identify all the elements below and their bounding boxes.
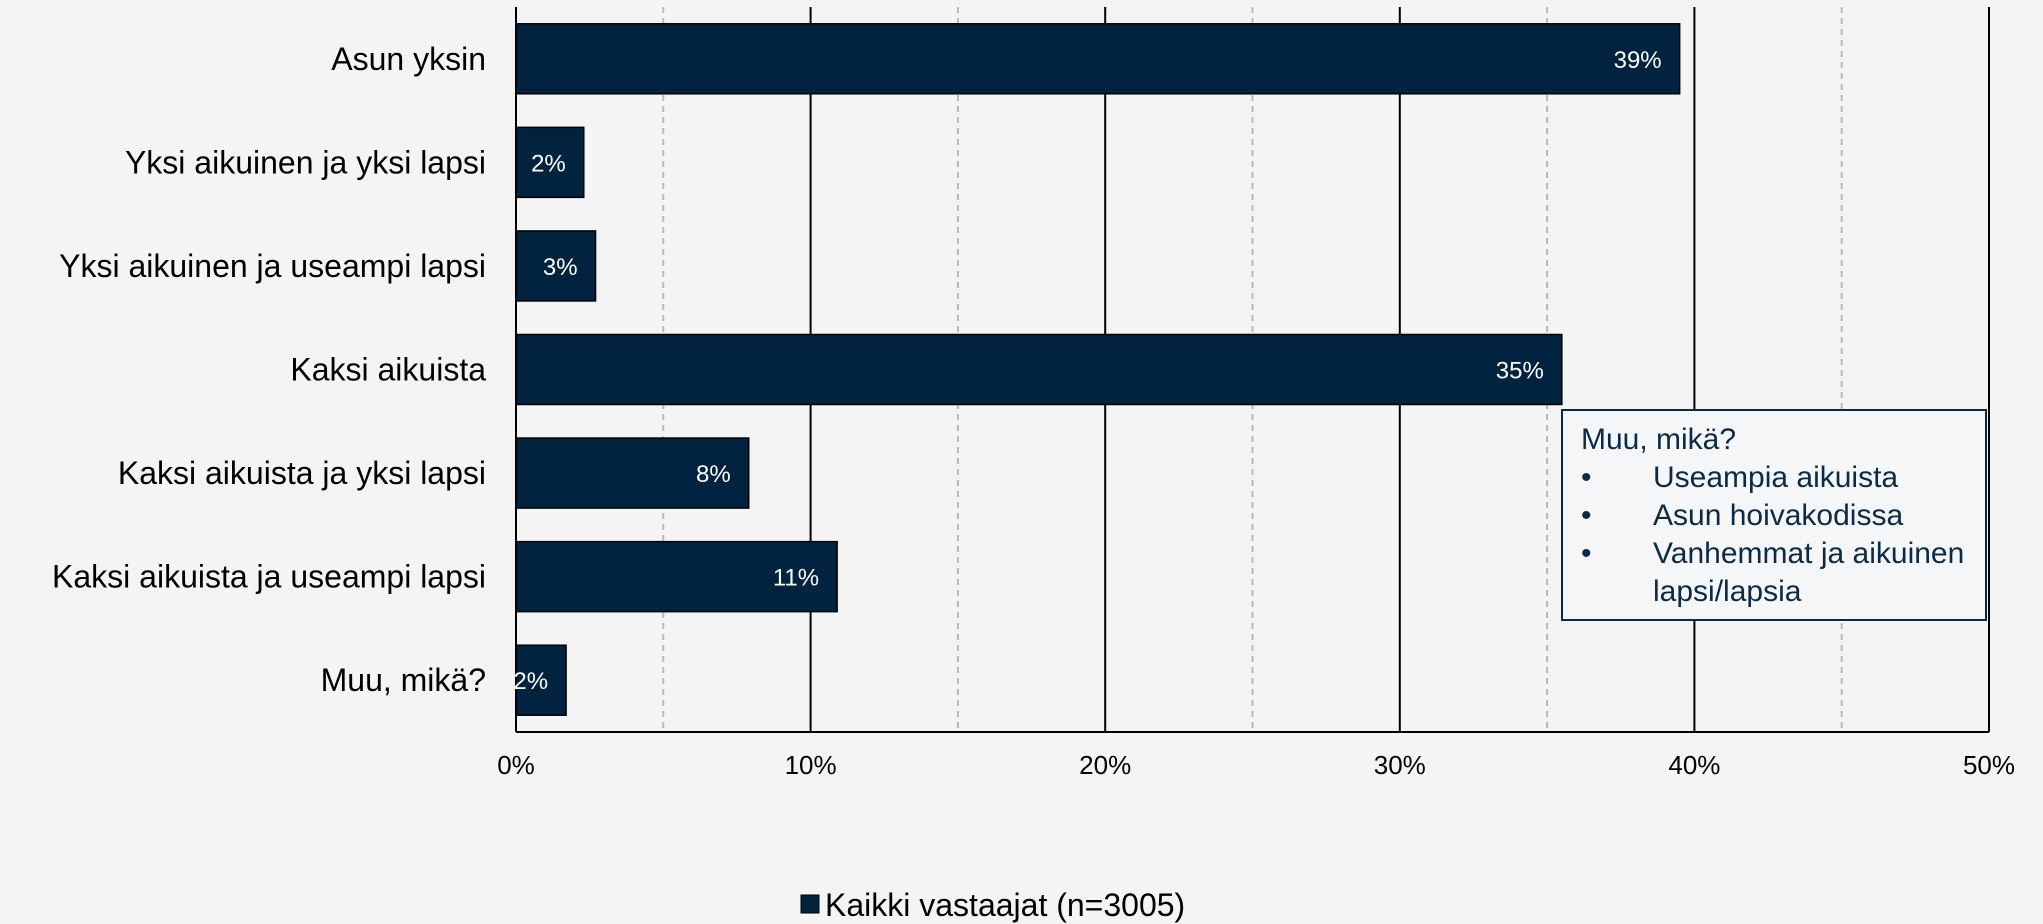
bullet-icon: • [1581, 461, 1592, 494]
bar [515, 644, 567, 716]
annotation-box: Muu, mikä? • Useampia aikuista • Asun hoiv… [1561, 409, 1987, 621]
x-tick-label: 0% [497, 750, 535, 780]
annotation-item: • Vanhemmat ja aikuinen lapsi/lapsia [1581, 537, 1965, 608]
data-label: 2% [531, 150, 566, 177]
data-labels: 39% 2% 3% 35% 8% 11% 2% [513, 47, 1661, 695]
data-label: 3% [543, 254, 578, 281]
data-label: 11% [773, 565, 819, 592]
bar [515, 333, 1563, 406]
category-labels: Asun yksin Yksi aikuinen ja yksi lapsi Yks… [52, 41, 486, 698]
data-label: 8% [696, 461, 731, 488]
data-label: 35% [1496, 358, 1544, 385]
bar [515, 126, 585, 199]
legend-label: Kaikki vastaajat (n=3005) [825, 887, 1185, 923]
data-label: 2% [513, 668, 548, 695]
x-tick-label: 30% [1374, 750, 1426, 780]
data-label: 39% [1614, 47, 1662, 74]
category-label: Muu, mikä? [321, 662, 486, 698]
x-tick-label: 20% [1079, 750, 1131, 780]
legend-swatch [800, 894, 820, 914]
category-label: Kaksi aikuista ja useampi lapsi [52, 559, 486, 595]
category-label: Kaksi aikuista [290, 352, 486, 388]
category-label: Asun yksin [331, 41, 486, 77]
category-label: Kaksi aikuista ja yksi lapsi [118, 455, 486, 491]
annotation-list: • Useampia aikuista • Asun hoivakodissa • V… [1581, 459, 1969, 611]
annotation-item: • Asun hoivakodissa [1581, 497, 1969, 535]
bar [515, 540, 838, 613]
annotation-title: Muu, mikä? [1581, 423, 1737, 456]
bullet-icon: • [1581, 499, 1592, 532]
bar [515, 437, 750, 509]
category-label: Yksi aikuinen ja useampi lapsi [59, 248, 486, 284]
bar [515, 230, 597, 302]
legend: Kaikki vastaajat (n=3005) [800, 887, 1185, 923]
x-tick-label: 50% [1963, 750, 2015, 780]
bars [515, 23, 1681, 716]
annotation-item: • Useampia aikuista [1581, 459, 1969, 497]
bullet-icon: • [1581, 537, 1592, 570]
category-label: Yksi aikuinen ja yksi lapsi [125, 144, 486, 180]
x-tick-label: 10% [785, 750, 837, 780]
bar [515, 23, 1681, 95]
x-tick-labels: 0% 10% 20% 30% 40% 50% [497, 750, 2015, 780]
x-tick-label: 40% [1668, 750, 1720, 780]
